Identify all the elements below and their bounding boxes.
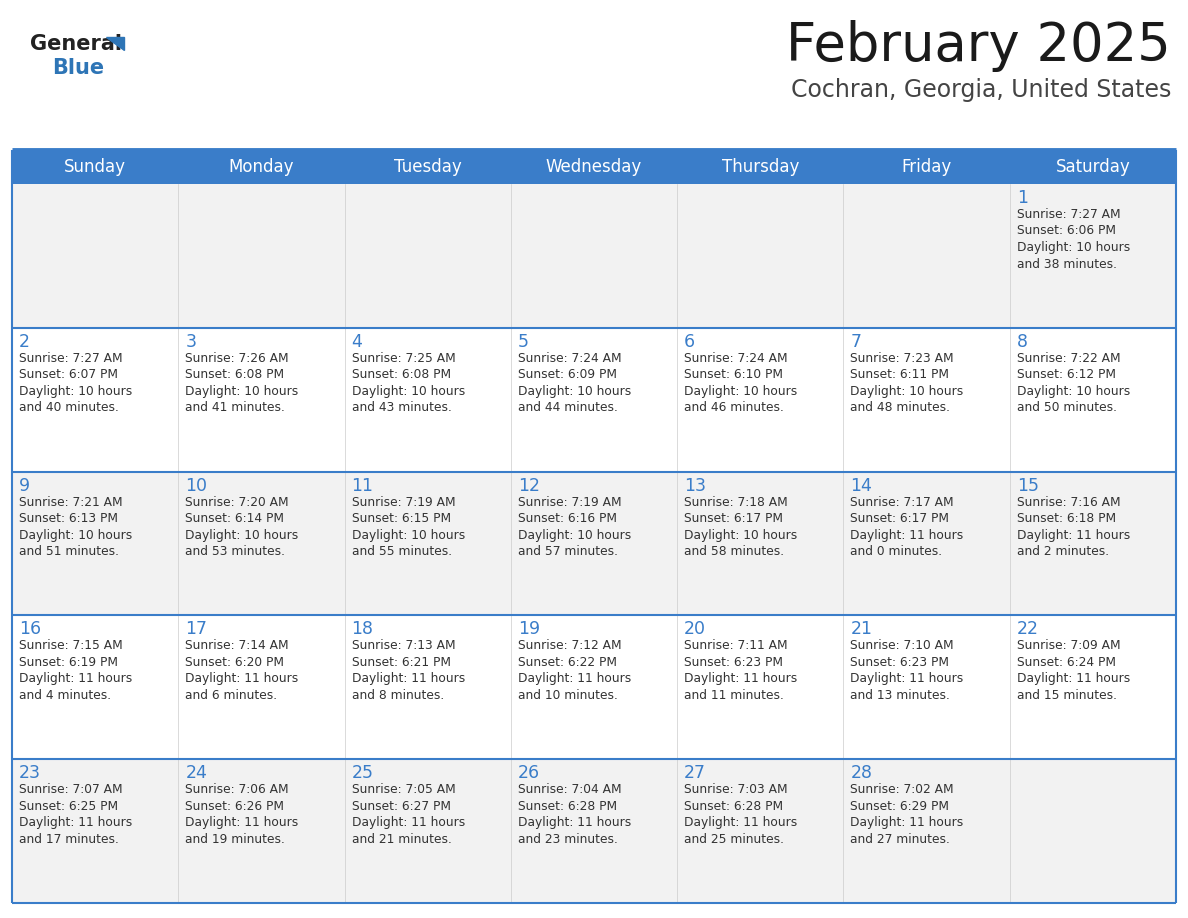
Text: 26: 26 bbox=[518, 764, 541, 782]
Text: 17: 17 bbox=[185, 621, 207, 638]
Text: Sunrise: 7:20 AM
Sunset: 6:14 PM
Daylight: 10 hours
and 53 minutes.: Sunrise: 7:20 AM Sunset: 6:14 PM Dayligh… bbox=[185, 496, 298, 558]
Text: Sunrise: 7:14 AM
Sunset: 6:20 PM
Daylight: 11 hours
and 6 minutes.: Sunrise: 7:14 AM Sunset: 6:20 PM Dayligh… bbox=[185, 640, 298, 702]
Text: Wednesday: Wednesday bbox=[545, 158, 643, 176]
Text: Blue: Blue bbox=[52, 58, 105, 78]
Polygon shape bbox=[106, 37, 124, 50]
Text: Friday: Friday bbox=[902, 158, 952, 176]
Text: Sunrise: 7:05 AM
Sunset: 6:27 PM
Daylight: 11 hours
and 21 minutes.: Sunrise: 7:05 AM Sunset: 6:27 PM Dayligh… bbox=[352, 783, 465, 845]
Text: Sunrise: 7:12 AM
Sunset: 6:22 PM
Daylight: 11 hours
and 10 minutes.: Sunrise: 7:12 AM Sunset: 6:22 PM Dayligh… bbox=[518, 640, 631, 702]
Text: Tuesday: Tuesday bbox=[394, 158, 462, 176]
Text: Sunrise: 7:26 AM
Sunset: 6:08 PM
Daylight: 10 hours
and 41 minutes.: Sunrise: 7:26 AM Sunset: 6:08 PM Dayligh… bbox=[185, 352, 298, 414]
Text: 18: 18 bbox=[352, 621, 373, 638]
Text: Sunrise: 7:27 AM
Sunset: 6:07 PM
Daylight: 10 hours
and 40 minutes.: Sunrise: 7:27 AM Sunset: 6:07 PM Dayligh… bbox=[19, 352, 132, 414]
Text: 8: 8 bbox=[1017, 333, 1028, 351]
Text: 9: 9 bbox=[19, 476, 30, 495]
Text: Sunrise: 7:24 AM
Sunset: 6:09 PM
Daylight: 10 hours
and 44 minutes.: Sunrise: 7:24 AM Sunset: 6:09 PM Dayligh… bbox=[518, 352, 631, 414]
Text: 27: 27 bbox=[684, 764, 706, 782]
Text: 16: 16 bbox=[19, 621, 42, 638]
Bar bbox=[12, 184, 1176, 328]
Text: Sunrise: 7:10 AM
Sunset: 6:23 PM
Daylight: 11 hours
and 13 minutes.: Sunrise: 7:10 AM Sunset: 6:23 PM Dayligh… bbox=[851, 640, 963, 702]
Text: Sunrise: 7:24 AM
Sunset: 6:10 PM
Daylight: 10 hours
and 46 minutes.: Sunrise: 7:24 AM Sunset: 6:10 PM Dayligh… bbox=[684, 352, 797, 414]
Text: 2: 2 bbox=[19, 333, 30, 351]
Bar bbox=[12, 759, 1176, 903]
Text: 20: 20 bbox=[684, 621, 706, 638]
Text: Sunrise: 7:25 AM
Sunset: 6:08 PM
Daylight: 10 hours
and 43 minutes.: Sunrise: 7:25 AM Sunset: 6:08 PM Dayligh… bbox=[352, 352, 465, 414]
Text: Sunrise: 7:22 AM
Sunset: 6:12 PM
Daylight: 10 hours
and 50 minutes.: Sunrise: 7:22 AM Sunset: 6:12 PM Dayligh… bbox=[1017, 352, 1130, 414]
Text: 24: 24 bbox=[185, 764, 207, 782]
Text: 22: 22 bbox=[1017, 621, 1038, 638]
Text: Sunrise: 7:04 AM
Sunset: 6:28 PM
Daylight: 11 hours
and 23 minutes.: Sunrise: 7:04 AM Sunset: 6:28 PM Dayligh… bbox=[518, 783, 631, 845]
Text: Sunrise: 7:17 AM
Sunset: 6:17 PM
Daylight: 11 hours
and 0 minutes.: Sunrise: 7:17 AM Sunset: 6:17 PM Dayligh… bbox=[851, 496, 963, 558]
Text: 12: 12 bbox=[518, 476, 539, 495]
Text: 11: 11 bbox=[352, 476, 373, 495]
Text: 14: 14 bbox=[851, 476, 872, 495]
Text: February 2025: February 2025 bbox=[786, 20, 1171, 72]
Text: Sunrise: 7:02 AM
Sunset: 6:29 PM
Daylight: 11 hours
and 27 minutes.: Sunrise: 7:02 AM Sunset: 6:29 PM Dayligh… bbox=[851, 783, 963, 845]
Text: Sunrise: 7:13 AM
Sunset: 6:21 PM
Daylight: 11 hours
and 8 minutes.: Sunrise: 7:13 AM Sunset: 6:21 PM Dayligh… bbox=[352, 640, 465, 702]
Text: Sunrise: 7:19 AM
Sunset: 6:16 PM
Daylight: 10 hours
and 57 minutes.: Sunrise: 7:19 AM Sunset: 6:16 PM Dayligh… bbox=[518, 496, 631, 558]
Text: 4: 4 bbox=[352, 333, 362, 351]
Bar bbox=[12, 472, 1176, 615]
Text: 13: 13 bbox=[684, 476, 706, 495]
Text: 5: 5 bbox=[518, 333, 529, 351]
Bar bbox=[12, 615, 1176, 759]
Text: 23: 23 bbox=[19, 764, 42, 782]
Text: 19: 19 bbox=[518, 621, 541, 638]
Text: 6: 6 bbox=[684, 333, 695, 351]
Text: 10: 10 bbox=[185, 476, 207, 495]
Text: 7: 7 bbox=[851, 333, 861, 351]
Text: Sunrise: 7:18 AM
Sunset: 6:17 PM
Daylight: 10 hours
and 58 minutes.: Sunrise: 7:18 AM Sunset: 6:17 PM Dayligh… bbox=[684, 496, 797, 558]
Text: Sunrise: 7:27 AM
Sunset: 6:06 PM
Daylight: 10 hours
and 38 minutes.: Sunrise: 7:27 AM Sunset: 6:06 PM Dayligh… bbox=[1017, 208, 1130, 271]
Text: Thursday: Thursday bbox=[721, 158, 800, 176]
Text: 25: 25 bbox=[352, 764, 373, 782]
Text: Sunrise: 7:03 AM
Sunset: 6:28 PM
Daylight: 11 hours
and 25 minutes.: Sunrise: 7:03 AM Sunset: 6:28 PM Dayligh… bbox=[684, 783, 797, 845]
Text: Sunrise: 7:16 AM
Sunset: 6:18 PM
Daylight: 11 hours
and 2 minutes.: Sunrise: 7:16 AM Sunset: 6:18 PM Dayligh… bbox=[1017, 496, 1130, 558]
Text: Saturday: Saturday bbox=[1055, 158, 1130, 176]
Text: 3: 3 bbox=[185, 333, 196, 351]
Text: 21: 21 bbox=[851, 621, 872, 638]
Text: Sunday: Sunday bbox=[64, 158, 126, 176]
Text: Sunrise: 7:15 AM
Sunset: 6:19 PM
Daylight: 11 hours
and 4 minutes.: Sunrise: 7:15 AM Sunset: 6:19 PM Dayligh… bbox=[19, 640, 132, 702]
Text: Sunrise: 7:11 AM
Sunset: 6:23 PM
Daylight: 11 hours
and 11 minutes.: Sunrise: 7:11 AM Sunset: 6:23 PM Dayligh… bbox=[684, 640, 797, 702]
Text: Sunrise: 7:07 AM
Sunset: 6:25 PM
Daylight: 11 hours
and 17 minutes.: Sunrise: 7:07 AM Sunset: 6:25 PM Dayligh… bbox=[19, 783, 132, 845]
Bar bbox=[12, 150, 1176, 184]
Text: Sunrise: 7:09 AM
Sunset: 6:24 PM
Daylight: 11 hours
and 15 minutes.: Sunrise: 7:09 AM Sunset: 6:24 PM Dayligh… bbox=[1017, 640, 1130, 702]
Text: 1: 1 bbox=[1017, 189, 1028, 207]
Bar bbox=[12, 328, 1176, 472]
Text: Sunrise: 7:06 AM
Sunset: 6:26 PM
Daylight: 11 hours
and 19 minutes.: Sunrise: 7:06 AM Sunset: 6:26 PM Dayligh… bbox=[185, 783, 298, 845]
Text: Monday: Monday bbox=[228, 158, 295, 176]
Text: Sunrise: 7:23 AM
Sunset: 6:11 PM
Daylight: 10 hours
and 48 minutes.: Sunrise: 7:23 AM Sunset: 6:11 PM Dayligh… bbox=[851, 352, 963, 414]
Text: 15: 15 bbox=[1017, 476, 1038, 495]
Text: Sunrise: 7:19 AM
Sunset: 6:15 PM
Daylight: 10 hours
and 55 minutes.: Sunrise: 7:19 AM Sunset: 6:15 PM Dayligh… bbox=[352, 496, 465, 558]
Text: 28: 28 bbox=[851, 764, 872, 782]
Text: Cochran, Georgia, United States: Cochran, Georgia, United States bbox=[791, 78, 1171, 102]
Text: Sunrise: 7:21 AM
Sunset: 6:13 PM
Daylight: 10 hours
and 51 minutes.: Sunrise: 7:21 AM Sunset: 6:13 PM Dayligh… bbox=[19, 496, 132, 558]
Text: General: General bbox=[30, 34, 122, 54]
